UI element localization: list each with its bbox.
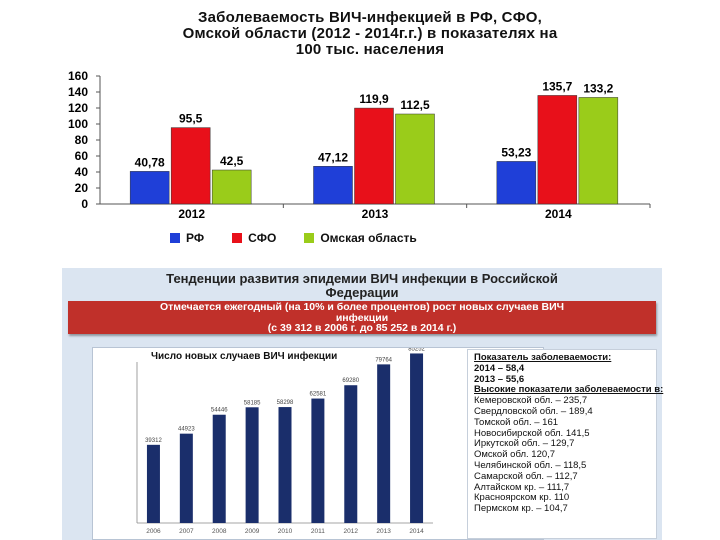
panel-title-line-2: Федерации	[325, 285, 399, 300]
y-tick-label: 0	[81, 197, 88, 211]
banner-line-2: инфекции	[335, 311, 389, 324]
y-tick-label: 80	[75, 133, 89, 147]
data-label: 135,7	[542, 79, 572, 93]
highlight-banner: Отмечается ежегодный (на 10% и более про…	[68, 301, 656, 334]
bar	[313, 166, 353, 205]
x-tick-label: 2014	[409, 528, 424, 535]
bar	[537, 95, 578, 205]
chart-title-line-1: Заболеваемость ВИЧ-инфекцией в РФ, СФО,	[198, 9, 542, 26]
banner-line-3: (с 39 312 в 2006 г. до 85 252 в 2014 г.)	[267, 322, 457, 334]
data-label: 79764	[375, 357, 392, 363]
stats-line-2013: 2013 – 55,6	[474, 373, 525, 385]
stats-high-heading: Высокие показатели заболеваемости в:	[474, 384, 664, 396]
legend-label-omsk: Омская область	[320, 231, 417, 245]
data-label: 112,5	[400, 98, 430, 112]
x-tick-label: 2011	[311, 528, 325, 535]
stats-region: Омской обл. 120,7	[474, 449, 556, 461]
stats-line-2014: 2014 – 58,4	[474, 362, 525, 374]
y-tick-label: 60	[75, 149, 89, 163]
bar	[354, 107, 394, 205]
bar	[129, 171, 170, 205]
data-label: 69280	[342, 378, 359, 384]
bar	[212, 414, 226, 523]
legend-item-omsk: Омская область	[304, 231, 417, 245]
bar	[578, 97, 619, 205]
bar	[344, 385, 358, 523]
x-tick-label: 2012	[344, 528, 359, 535]
legend-swatch-sfo	[232, 233, 243, 243]
y-tick-label: 120	[68, 101, 88, 115]
x-tick-label: 2008	[212, 528, 227, 535]
bar	[496, 161, 537, 205]
x-tick-label: 2007	[179, 528, 194, 535]
bar	[170, 127, 211, 205]
data-label: 133,2	[583, 81, 613, 95]
y-tick-label: 40	[75, 165, 89, 179]
chart-title-line-3: 100 тыс. населения	[295, 41, 445, 58]
new-cases-chart-title: Число новых случаев ВИЧ инфекции	[151, 351, 338, 362]
data-label: 44923	[178, 427, 195, 433]
stats-heading: Показатель заболеваемости:	[474, 352, 612, 363]
bar	[395, 113, 435, 205]
legend-item-sfo: СФО	[232, 231, 276, 245]
x-tick-label: 2013	[376, 528, 391, 535]
data-label: 58298	[277, 400, 294, 406]
legend-swatch-rf	[170, 233, 180, 243]
chart-title: Заболеваемость ВИЧ-инфекцией в РФ, СФО, …	[120, 10, 620, 58]
new-cases-bar-chart: 39312 2006 44923 2007 54446 2008 58185 2009 5829…	[136, 348, 433, 535]
legend-label-sfo: СФО	[248, 231, 277, 245]
stats-region: Новосибирской обл. 141,5	[474, 427, 590, 439]
stats-region: Алтайском кр. – 111,7	[474, 481, 570, 493]
stats-region: Челябинской обл. – 118,5	[474, 459, 587, 471]
x-tick-label: 2014	[545, 207, 572, 221]
x-tick-label: 2012	[178, 207, 205, 221]
x-tick-label: 2010	[278, 528, 293, 535]
stats-region: Пермском кр. – 104,7	[474, 503, 568, 515]
legend-swatch-omsk	[304, 233, 315, 243]
stats-region: Иркутской обл. – 129,7	[474, 438, 575, 450]
data-label: 42,5	[220, 154, 244, 168]
incidence-bar-chart: 0 20 40 60 80 100 120 140 160 40,78 95,5 42,5 2012 47…	[68, 69, 651, 221]
bar	[311, 398, 325, 523]
bar	[245, 407, 259, 523]
panel-title-line-1: Тенденции развития эпидемии ВИЧ инфекции…	[166, 271, 558, 286]
panel-title: Тенденции развития эпидемии ВИЧ инфекции…	[62, 272, 662, 300]
data-label: 53,23	[501, 145, 531, 159]
chart-legend: РФ СФО Омская область	[170, 231, 417, 245]
y-tick-label: 160	[68, 69, 88, 83]
bar	[278, 407, 292, 523]
legend-label-rf: РФ	[186, 231, 205, 245]
banner-line-1: Отмечается ежегодный (на 10% и более про…	[159, 301, 565, 313]
x-tick-label: 2013	[362, 207, 389, 221]
bar	[377, 364, 391, 523]
bar	[410, 353, 424, 523]
data-label: 85252	[408, 348, 425, 352]
stats-region: Томской обл. – 161	[474, 416, 559, 428]
y-tick-label: 140	[68, 85, 88, 99]
data-label: 119,9	[359, 92, 389, 106]
data-label: 58185	[244, 400, 261, 406]
bar	[146, 444, 160, 523]
stats-region: Свердловской обл. – 189,4	[474, 405, 593, 417]
data-label: 40,78	[135, 155, 165, 169]
stats-region: Красноярском кр. 110	[474, 492, 570, 504]
stats-box: Показатель заболеваемости: 2014 – 58,4 2…	[467, 349, 664, 539]
legend-item-rf: РФ	[170, 231, 204, 245]
data-label: 54446	[211, 408, 228, 414]
bar	[179, 433, 193, 523]
data-label: 47,12	[318, 150, 348, 164]
stats-region: Кемеровской обл. – 235,7	[474, 395, 588, 407]
stats-region: Самарской обл. – 112,7	[474, 470, 578, 482]
data-label: 62581	[310, 392, 327, 398]
data-label: 95,5	[179, 112, 203, 126]
y-tick-label: 20	[75, 181, 89, 195]
data-label: 39312	[145, 438, 162, 444]
y-tick-label: 100	[68, 117, 88, 131]
slide-thumbnail-panel: Тенденции развития эпидемии ВИЧ инфекции…	[62, 268, 664, 540]
x-tick-label: 2006	[146, 528, 161, 535]
bar	[211, 169, 252, 205]
x-tick-label: 2009	[245, 528, 260, 535]
chart-title-line-2: Омской области (2012 - 2014г.г.) в показ…	[182, 25, 558, 42]
